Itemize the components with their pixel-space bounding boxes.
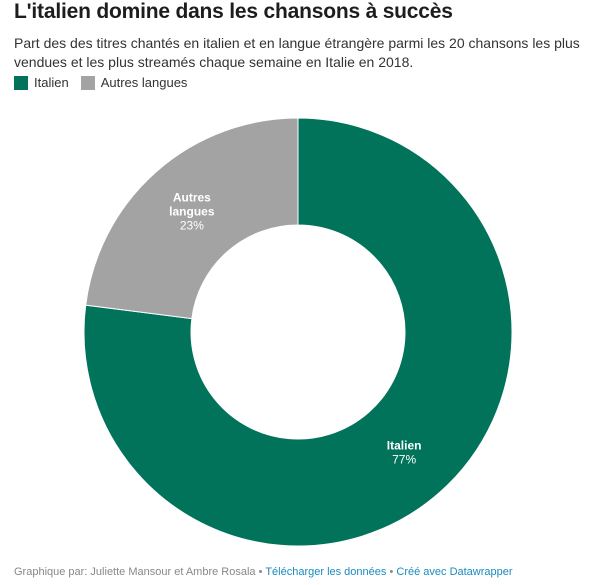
donut-slice-autres-langues	[85, 117, 299, 320]
footer-separator: •	[389, 566, 394, 578]
slice-name-line: langues	[169, 205, 215, 219]
donut-label-italien: Italien 77%	[387, 438, 422, 466]
legend-label-autres-langues: Autres langues	[100, 75, 188, 90]
legend-label-italien: Italien	[34, 75, 69, 90]
slice-name-line: Autres	[173, 191, 211, 205]
slice-value-label: 77%	[392, 452, 416, 466]
donut-slice-italien	[83, 117, 513, 547]
donut-slices	[83, 117, 513, 547]
donut-chart: Italien 77% Autres langues 23%	[83, 117, 513, 547]
slice-name-line: Italien	[387, 438, 422, 452]
legend-swatch-italien	[14, 75, 28, 90]
chart-legend: Italien Autres langues	[14, 75, 199, 90]
datawrapper-link[interactable]: Créé avec Datawrapper	[396, 566, 513, 578]
donut-labels: Italien 77% Autres langues 23%	[169, 191, 421, 467]
chart-title: L'italien domine dans les chansons à suc…	[14, 0, 453, 23]
chart-subtitle: Part des des titres chantés en italien e…	[14, 35, 580, 70]
chart-footer: Graphique par: Juliette Mansour et Ambre…	[14, 566, 513, 578]
footer-credit: Graphique par: Juliette Mansour et Ambre…	[14, 566, 256, 578]
legend-item-italien: Italien	[14, 75, 69, 90]
download-data-link[interactable]: Télécharger les données	[265, 566, 387, 578]
slice-value-label: 23%	[180, 219, 204, 233]
donut-label-autres-langues: Autres langues 23%	[169, 191, 215, 233]
footer-separator: •	[258, 566, 263, 578]
legend-item-autres-langues: Autres langues	[80, 75, 188, 90]
legend-swatch-autres-langues	[80, 75, 95, 90]
